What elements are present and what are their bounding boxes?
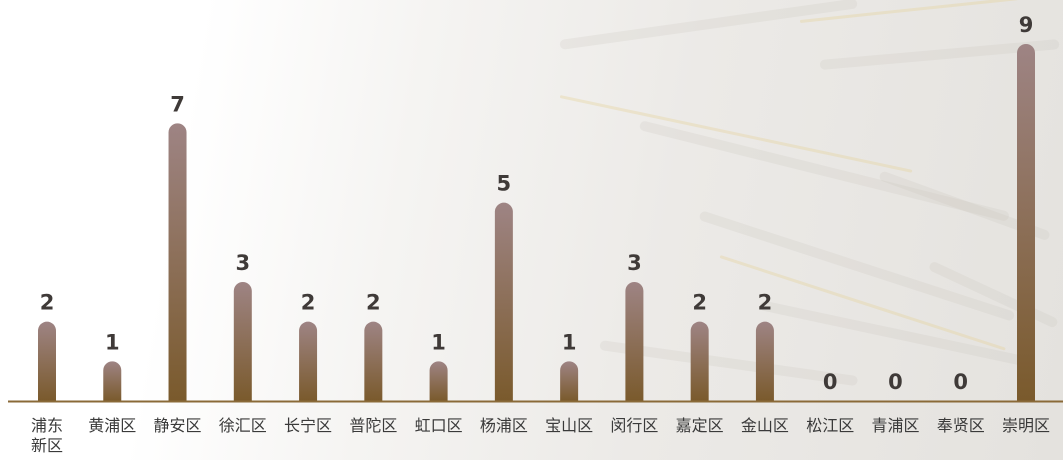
value-label-宝山区: 1 (562, 330, 577, 354)
category-label-line: 普陀区 (349, 416, 397, 435)
value-label-杨浦区: 5 (497, 172, 512, 196)
category-label-line: 松江区 (806, 416, 854, 435)
bar-长宁区 (299, 321, 318, 401)
category-label-line: 静安区 (154, 416, 202, 435)
value-label-嘉定区: 2 (692, 291, 707, 315)
category-label-line: 徐汇区 (219, 416, 267, 435)
category-labels-group: 浦东新区 黄浦区 静安区 徐汇区 长宁区 普陀区 虹口区 杨浦区 宝山区 闵行区 嘉定区 金山区 松江区… (31, 416, 1050, 455)
category-label-嘉定区: 嘉定区 (676, 416, 724, 435)
category-label-line: 金山区 (741, 416, 789, 435)
category-label-line: 闵行区 (610, 416, 658, 435)
value-label-浦东新区: 2 (40, 291, 55, 315)
bar-闵行区 (625, 282, 644, 401)
value-label-闵行区: 3 (627, 251, 642, 275)
category-label-虹口区: 虹口区 (415, 416, 463, 435)
category-label-金山区: 金山区 (741, 416, 789, 435)
category-label-line: 黄浦区 (88, 416, 136, 435)
bar-普陀区 (364, 321, 383, 401)
value-label-徐汇区: 3 (235, 251, 250, 275)
category-label-黄浦区: 黄浦区 (88, 416, 136, 435)
bar-浦东新区 (38, 321, 56, 401)
category-label-line: 浦东 (31, 416, 63, 435)
bar-徐汇区 (233, 282, 252, 401)
value-label-金山区: 2 (758, 291, 773, 315)
category-label-普陀区: 普陀区 (349, 416, 397, 435)
value-label-青浦区: 0 (888, 370, 903, 394)
value-label-奉贤区: 0 (953, 370, 968, 394)
bar-宝山区 (560, 361, 579, 401)
bars-group (38, 44, 1035, 402)
value-label-黄浦区: 1 (105, 330, 120, 354)
category-label-奉贤区: 奉贤区 (937, 416, 985, 435)
bar-静安区 (168, 123, 187, 402)
category-label-line: 奉贤区 (937, 416, 985, 435)
category-label-静安区: 静安区 (154, 416, 202, 435)
value-labels-group: 2 1 7 3 2 2 1 5 1 3 2 2 0 0 0 9 (40, 13, 1034, 394)
bar-崇明区 (1017, 44, 1035, 401)
category-label-青浦区: 青浦区 (871, 416, 919, 435)
category-label-line: 杨浦区 (480, 416, 528, 435)
value-label-静安区: 7 (170, 92, 185, 116)
value-label-长宁区: 2 (301, 291, 316, 315)
category-label-line: 青浦区 (871, 416, 919, 435)
value-label-虹口区: 1 (431, 330, 446, 354)
category-label-浦东新区: 浦东新区 (31, 416, 63, 455)
category-label-长宁区: 长宁区 (284, 416, 332, 435)
category-label-line: 虹口区 (415, 416, 463, 435)
bar-嘉定区 (690, 321, 709, 401)
category-label-宝山区: 宝山区 (545, 416, 593, 435)
category-label-闵行区: 闵行区 (610, 416, 658, 435)
category-label-杨浦区: 杨浦区 (480, 416, 528, 435)
bar-金山区 (755, 321, 774, 401)
category-label-line: 嘉定区 (676, 416, 724, 435)
category-label-徐汇区: 徐汇区 (219, 416, 267, 435)
bar-黄浦区 (103, 361, 122, 401)
category-label-松江区: 松江区 (806, 416, 854, 435)
category-label-line: 宝山区 (545, 416, 593, 435)
category-label-崇明区: 崇明区 (1002, 416, 1050, 435)
value-label-崇明区: 9 (1019, 13, 1034, 37)
category-label-line: 新区 (31, 436, 63, 455)
value-label-普陀区: 2 (366, 291, 381, 315)
bar-杨浦区 (494, 202, 513, 401)
category-label-line: 长宁区 (284, 416, 332, 435)
bar-虹口区 (429, 361, 448, 401)
value-label-松江区: 0 (823, 370, 838, 394)
category-label-line: 崇明区 (1002, 416, 1050, 435)
